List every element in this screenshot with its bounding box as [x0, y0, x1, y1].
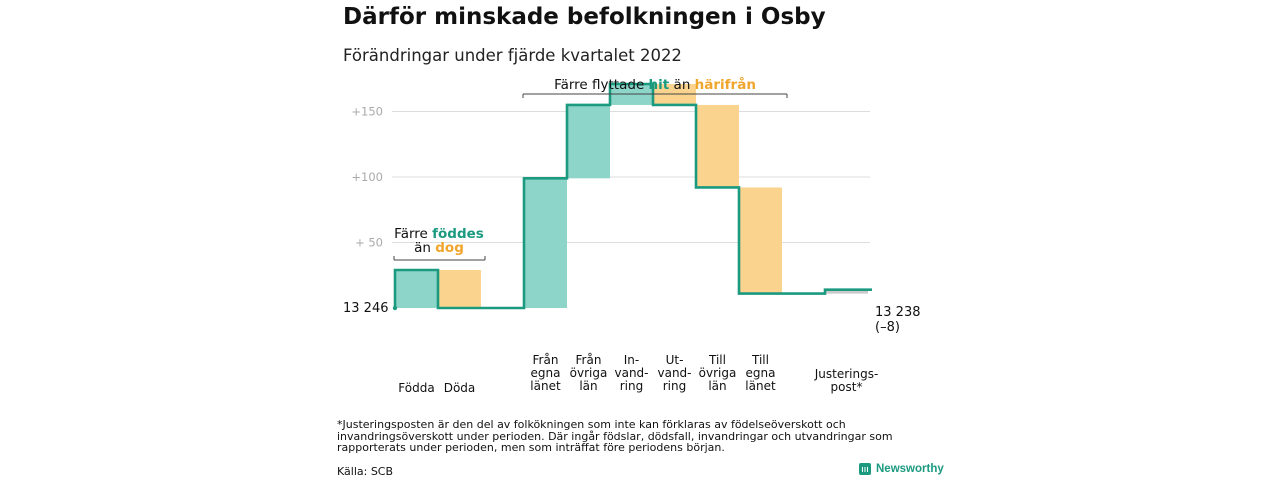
waterfall-bar: [524, 178, 567, 308]
waterfall-chart: + 50 +100 +150 Födda Döda Från egna länet Från öv…: [343, 76, 921, 395]
annotation-births-line2: än dog: [414, 240, 464, 256]
x-tick-label: Ut-vand-ring: [657, 353, 691, 393]
x-tick-label: Födda: [398, 381, 434, 395]
brand-logo: Newsworthy: [859, 463, 944, 475]
x-tick-label: Från övriga län: [570, 353, 608, 393]
start-marker: [392, 305, 398, 311]
waterfall-bar: [567, 104, 610, 179]
x-tick-label: Från egna länet: [530, 353, 561, 393]
waterfall-bar: [825, 289, 868, 294]
end-value-label: 13 238: [875, 305, 921, 320]
annotation-migration: Färre flyttade hit än härifrån: [554, 76, 756, 93]
start-value-label: 13 246: [343, 301, 389, 316]
y-tick-label: + 50: [355, 236, 383, 250]
x-tick-label: Justerings-post*: [814, 367, 879, 394]
x-tick-label: Döda: [444, 381, 476, 395]
x-tick-label: Till övriga län: [699, 353, 737, 393]
source-label: Källa: SCB: [337, 465, 394, 478]
annotation-births: Färre föddes: [394, 226, 484, 242]
waterfall-bar: [395, 270, 438, 308]
brand-name: Newsworthy: [876, 463, 944, 475]
chart-title: Därför minskade befolkningen i Osby: [343, 4, 826, 30]
waterfall-bar: [739, 187, 782, 294]
newsworthy-icon: [859, 463, 871, 475]
end-change-label: (–8): [875, 320, 900, 335]
running-total-line: [393, 82, 872, 310]
x-tick-label: Till egna länet: [745, 353, 776, 393]
waterfall-bar: [438, 270, 481, 308]
waterfall-bar: [696, 104, 739, 188]
y-tick-label: +150: [351, 105, 383, 119]
footnote: *Justeringsposten är den del av folkökni…: [337, 418, 893, 454]
x-tick-label: In-vand-ring: [614, 353, 648, 393]
y-tick-label: +100: [351, 170, 383, 184]
chart-subtitle: Förändringar under fjärde kvartalet 2022: [343, 46, 682, 65]
